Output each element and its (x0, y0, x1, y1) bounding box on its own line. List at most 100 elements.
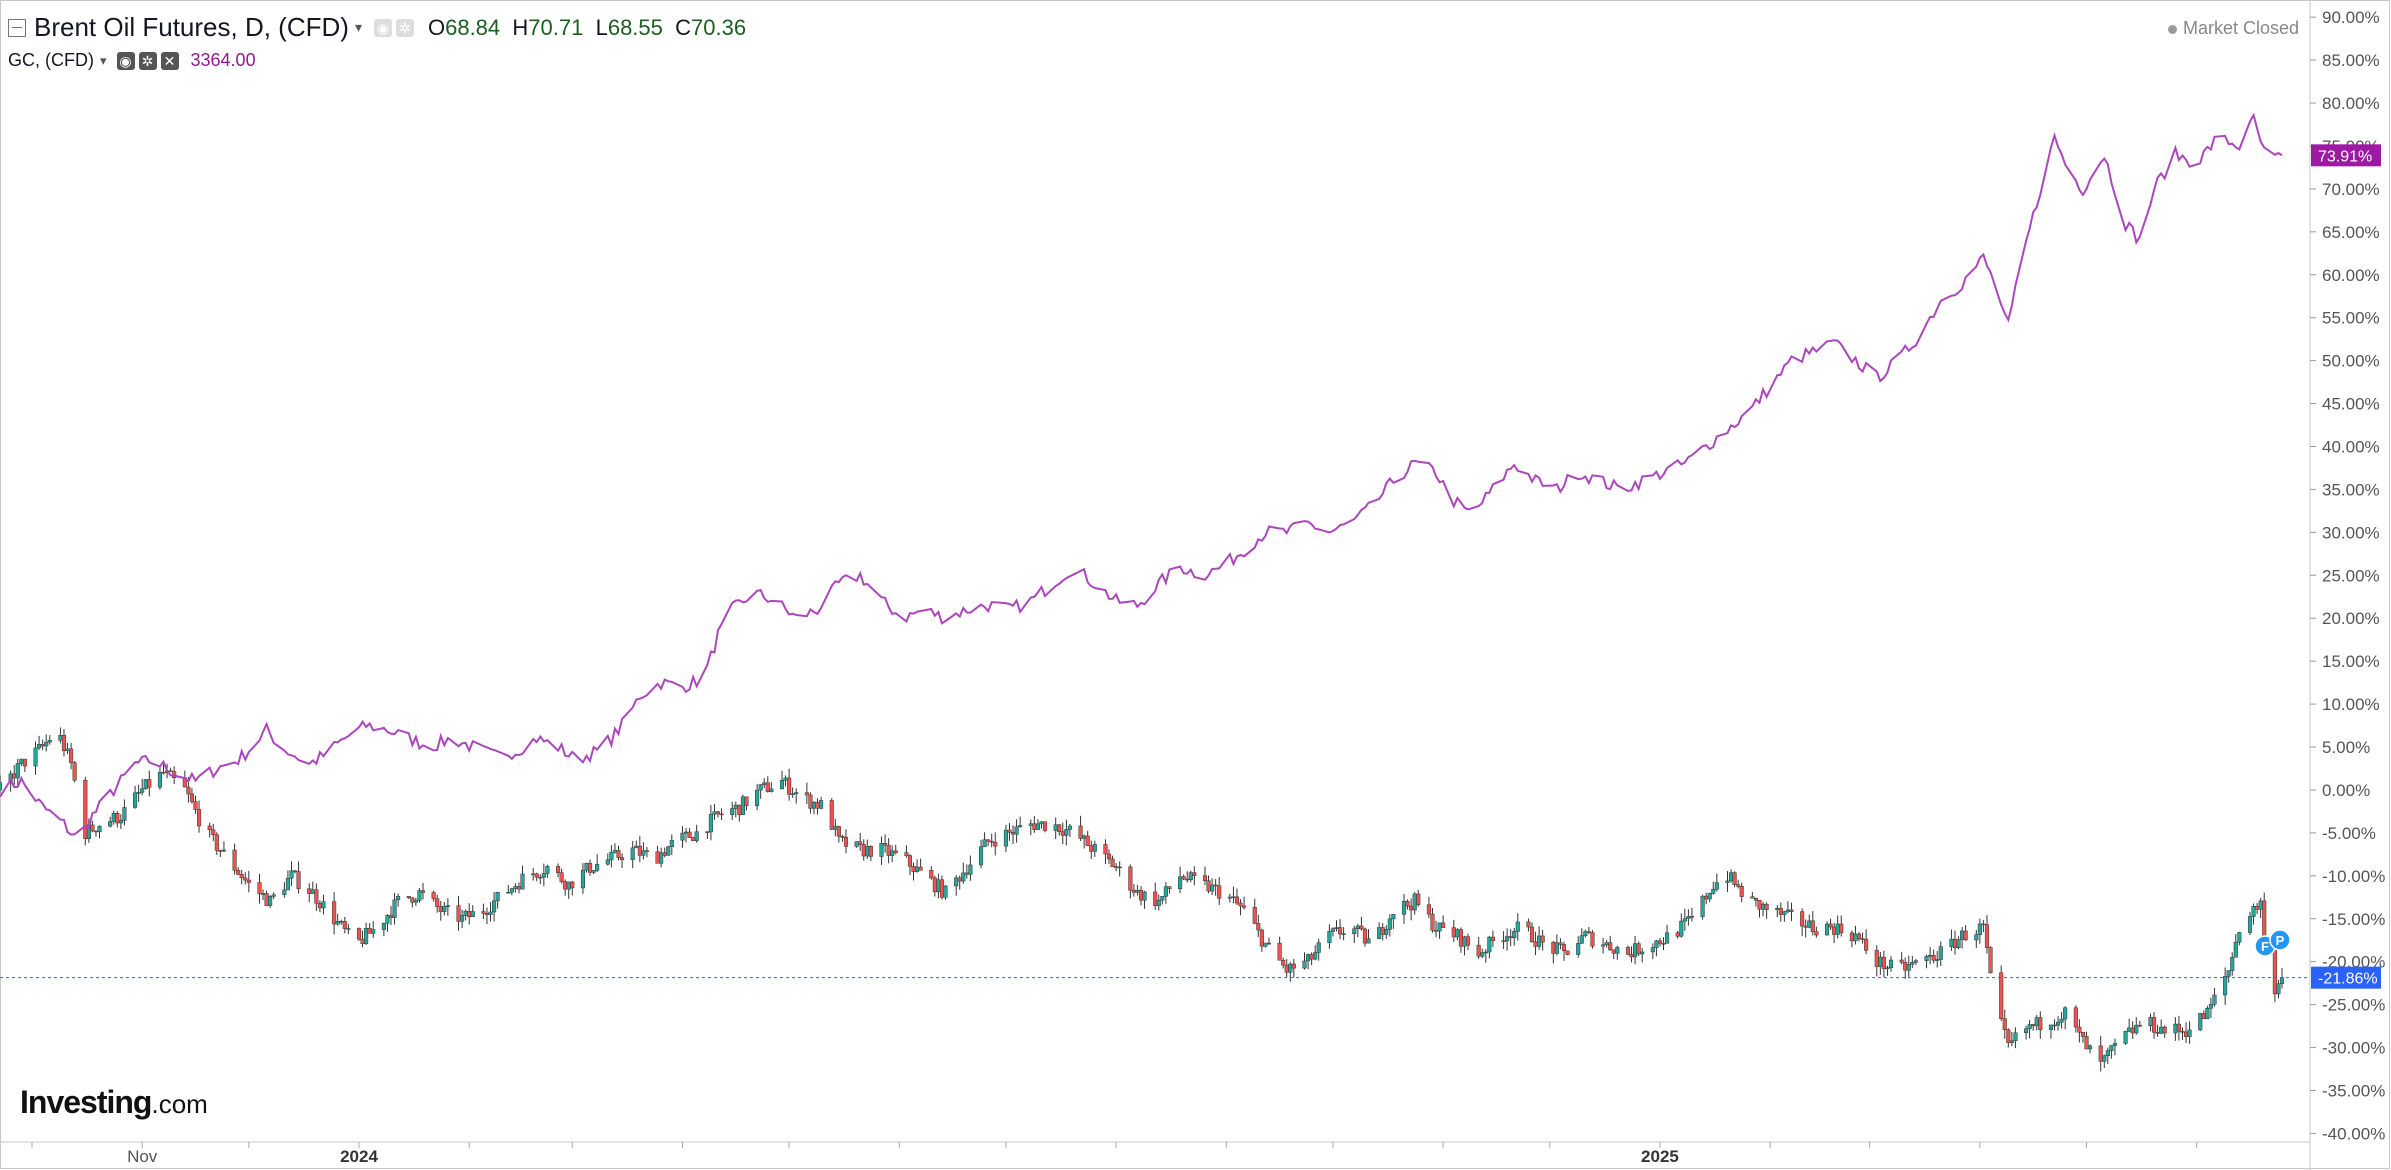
candle-body (1757, 900, 1762, 910)
compare-symbol-label[interactable]: GC, (CFD) (8, 50, 94, 70)
candle-body (1832, 926, 1837, 935)
candle (211, 823, 216, 842)
candle-body (332, 901, 337, 925)
candle (1984, 915, 1990, 954)
candle-body (819, 800, 824, 809)
candle-body (1458, 929, 1463, 947)
gear-icon[interactable]: ✲ (138, 51, 157, 70)
candle (2056, 1016, 2061, 1031)
candle (118, 814, 123, 829)
candle (1732, 871, 1737, 888)
candle (243, 872, 248, 885)
candle-body (758, 784, 763, 791)
candle-body (1288, 963, 1293, 973)
eye-icon[interactable]: ◉ (373, 18, 392, 37)
candle (765, 776, 770, 793)
candle-body (413, 900, 418, 903)
candle (111, 810, 116, 825)
candle-body (2024, 1028, 2029, 1034)
candle (364, 922, 369, 945)
candle (381, 922, 386, 937)
candle (2201, 1010, 2206, 1020)
candle (33, 741, 38, 775)
candle (755, 783, 760, 811)
candle (1881, 950, 1886, 978)
eye-icon[interactable]: ◉ (116, 51, 135, 70)
candle (815, 798, 820, 815)
logo-text: Investing (20, 1084, 152, 1120)
main-symbol-label[interactable]: Brent Oil Futures, D, (CFD) (34, 12, 349, 42)
candle-body (1807, 920, 1812, 928)
candle (232, 843, 237, 875)
candle (1192, 866, 1197, 886)
candle (221, 841, 226, 852)
compare-value: 3364.00 (190, 50, 256, 70)
candle (911, 862, 916, 881)
compare-badge: 73.91% (2311, 144, 2381, 167)
candle (954, 875, 959, 896)
candle (1952, 930, 1958, 955)
candle-body (936, 879, 941, 893)
candle-body (740, 796, 745, 815)
open-value: 68.84 (445, 14, 501, 40)
dropdown-icon[interactable]: ▾ (99, 52, 107, 68)
compare-badge-bg (2311, 144, 2381, 167)
candle (1707, 892, 1712, 902)
candle (335, 913, 340, 926)
candle (72, 760, 77, 783)
candle-body (15, 763, 20, 779)
candle-body (97, 825, 102, 833)
candle-body (1952, 938, 1958, 948)
candle-body (239, 874, 244, 879)
candle (1999, 965, 2004, 1021)
candle (790, 787, 795, 798)
candle-body (2159, 1026, 2164, 1034)
candle-body (1789, 909, 1794, 912)
collapse-icon[interactable] (8, 18, 26, 37)
candle (495, 891, 500, 909)
candle (563, 879, 568, 896)
gear-icon[interactable]: ✲ (395, 18, 414, 37)
candle-body (367, 928, 372, 934)
dropdown-icon[interactable]: ▾ (354, 19, 362, 35)
candle (1625, 945, 1631, 956)
candle-body (968, 864, 973, 875)
candle-body (2279, 977, 2285, 985)
close-icon[interactable]: ✕ (160, 51, 179, 70)
candle (2084, 1031, 2089, 1050)
candle (1156, 894, 1161, 911)
y-tick-label: -25.00% (2322, 996, 2385, 1015)
candle (90, 820, 95, 833)
candle-body (1192, 872, 1197, 876)
candle-body (1277, 942, 1282, 961)
candle-body (2176, 1023, 2181, 1032)
candle (1849, 930, 1854, 948)
candle-body (442, 905, 447, 912)
candle-body (2187, 1029, 2192, 1037)
candle-body (1078, 825, 1083, 839)
candle (708, 805, 713, 841)
candle (115, 811, 120, 828)
candle (833, 818, 838, 837)
candle-body (1138, 890, 1144, 901)
candle (1760, 901, 1766, 917)
candle-body (147, 779, 152, 788)
candle (964, 864, 969, 879)
candle (2077, 1019, 2082, 1043)
candle-body (2080, 1031, 2085, 1037)
candle-body (2258, 900, 2263, 910)
candle (1633, 935, 1638, 965)
candle-body (1586, 931, 1591, 933)
candle-body (37, 743, 42, 749)
candle (787, 768, 792, 801)
candle-body (918, 866, 923, 871)
candle-body (559, 872, 564, 882)
candle-body (1028, 823, 1033, 826)
y-tick-label: 85.00% (2322, 51, 2380, 70)
candle-body (1483, 951, 1488, 954)
candle (1757, 900, 1762, 918)
candle (2180, 1027, 2185, 1040)
candle (417, 888, 422, 903)
